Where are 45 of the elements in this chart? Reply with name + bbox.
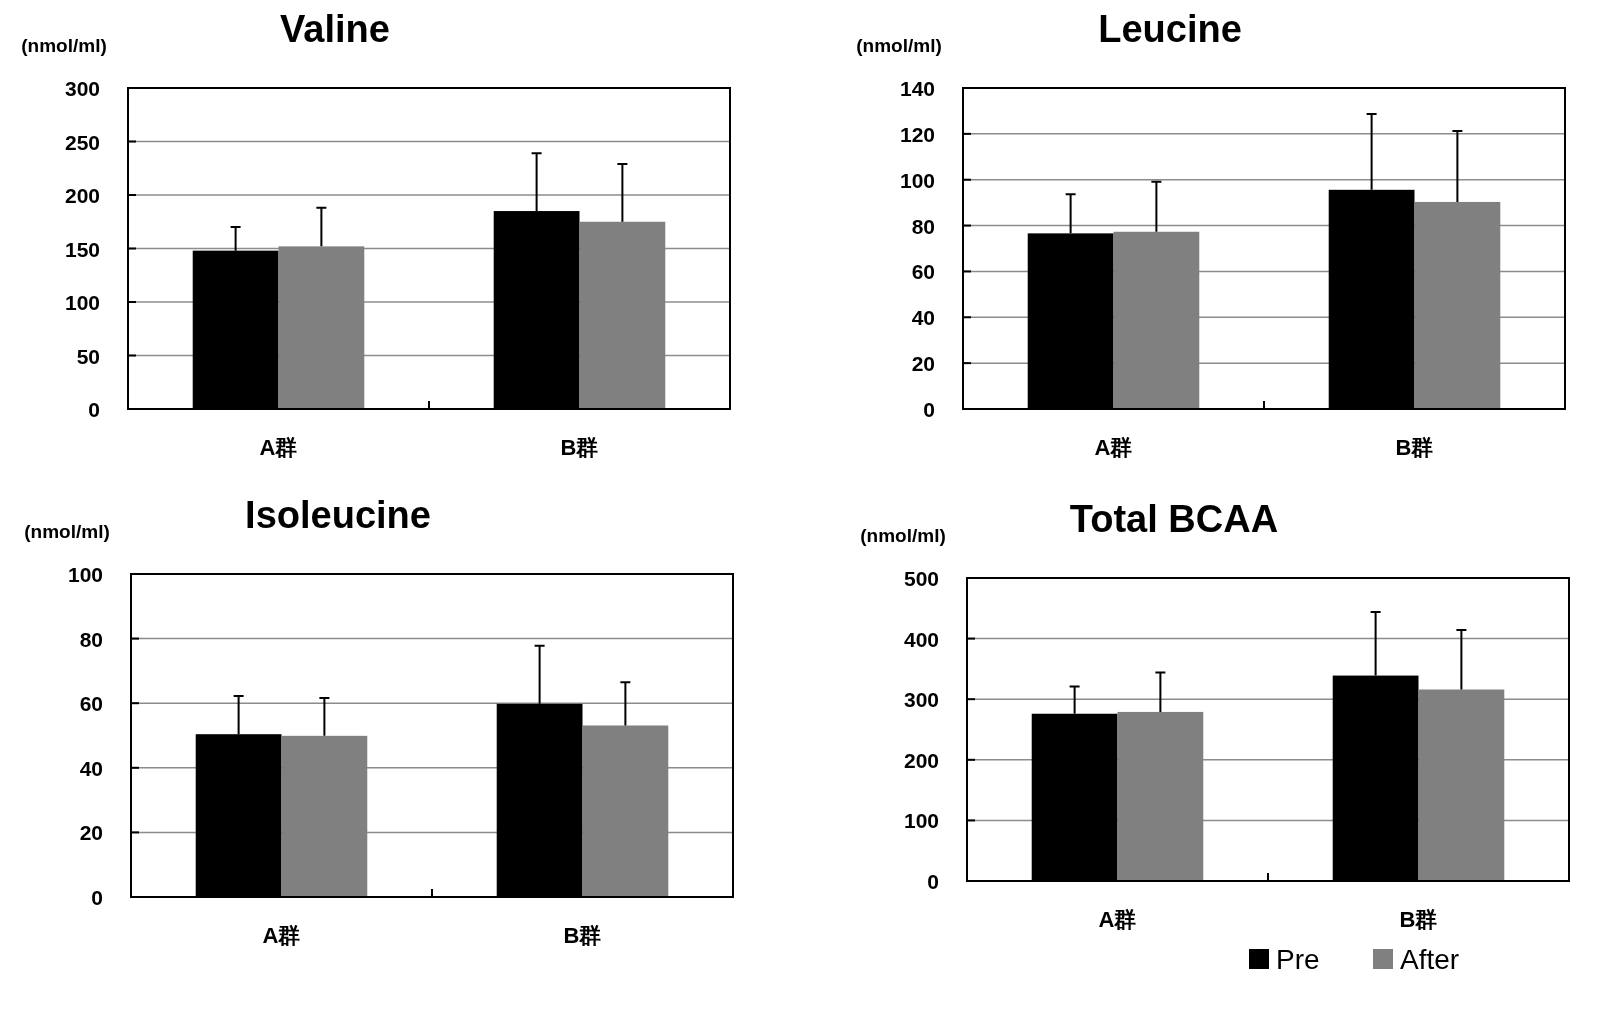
y-tick-label: 40 xyxy=(911,306,935,330)
y-tick-label: 150 xyxy=(64,237,100,261)
y-tick-label: 100 xyxy=(903,809,939,833)
x-tick-label: A群 xyxy=(262,923,301,948)
y-tick-label: 500 xyxy=(903,567,939,590)
y-tick-label: 0 xyxy=(91,886,103,909)
y-tick-label: 60 xyxy=(911,260,935,284)
y-tick-label: 50 xyxy=(76,344,100,368)
y-tick-label: 200 xyxy=(64,184,100,207)
x-tick-label: B群 xyxy=(563,923,602,948)
chart-title: Valine xyxy=(280,8,390,50)
legend-label: Pre xyxy=(1276,944,1320,975)
legend-label: After xyxy=(1400,944,1460,975)
y-axis-title: (nmol/ml) xyxy=(24,521,110,542)
y-tick-label: 0 xyxy=(927,870,939,893)
y-tick-label: 120 xyxy=(899,122,935,146)
chart-title: Leucine xyxy=(1098,8,1242,50)
y-tick-label: 250 xyxy=(64,130,100,154)
x-tick-label: B群 xyxy=(1399,907,1438,932)
y-tick-label: 0 xyxy=(88,398,100,421)
y-axis-title: (nmol/ml) xyxy=(860,525,946,546)
y-tick-label: 20 xyxy=(911,352,935,376)
y-tick-label: 40 xyxy=(79,756,103,780)
chart-title: Total BCAA xyxy=(1069,498,1279,540)
x-tick-label: A群 xyxy=(1094,435,1133,460)
x-tick-label: B群 xyxy=(1395,435,1434,460)
y-axis-title: (nmol/ml) xyxy=(21,35,107,56)
y-tick-label: 80 xyxy=(79,627,103,651)
y-tick-label: 300 xyxy=(64,77,100,100)
x-tick-label: A群 xyxy=(1098,907,1137,932)
y-tick-label: 60 xyxy=(79,692,103,716)
x-tick-label: B群 xyxy=(560,435,599,460)
y-tick-label: 80 xyxy=(911,214,935,238)
y-tick-label: 300 xyxy=(903,688,939,712)
x-tick-label: A群 xyxy=(259,435,298,460)
y-axis-title: (nmol/ml) xyxy=(856,35,942,56)
y-tick-label: 100 xyxy=(67,563,103,586)
y-tick-label: 100 xyxy=(899,168,935,192)
y-tick-label: 20 xyxy=(79,821,103,845)
y-tick-label: 0 xyxy=(923,398,935,421)
y-tick-label: 100 xyxy=(64,291,100,314)
y-tick-label: 140 xyxy=(899,77,935,100)
y-tick-label: 200 xyxy=(903,748,939,772)
y-tick-label: 400 xyxy=(903,627,939,651)
chart-title: Isoleucine xyxy=(245,494,431,536)
